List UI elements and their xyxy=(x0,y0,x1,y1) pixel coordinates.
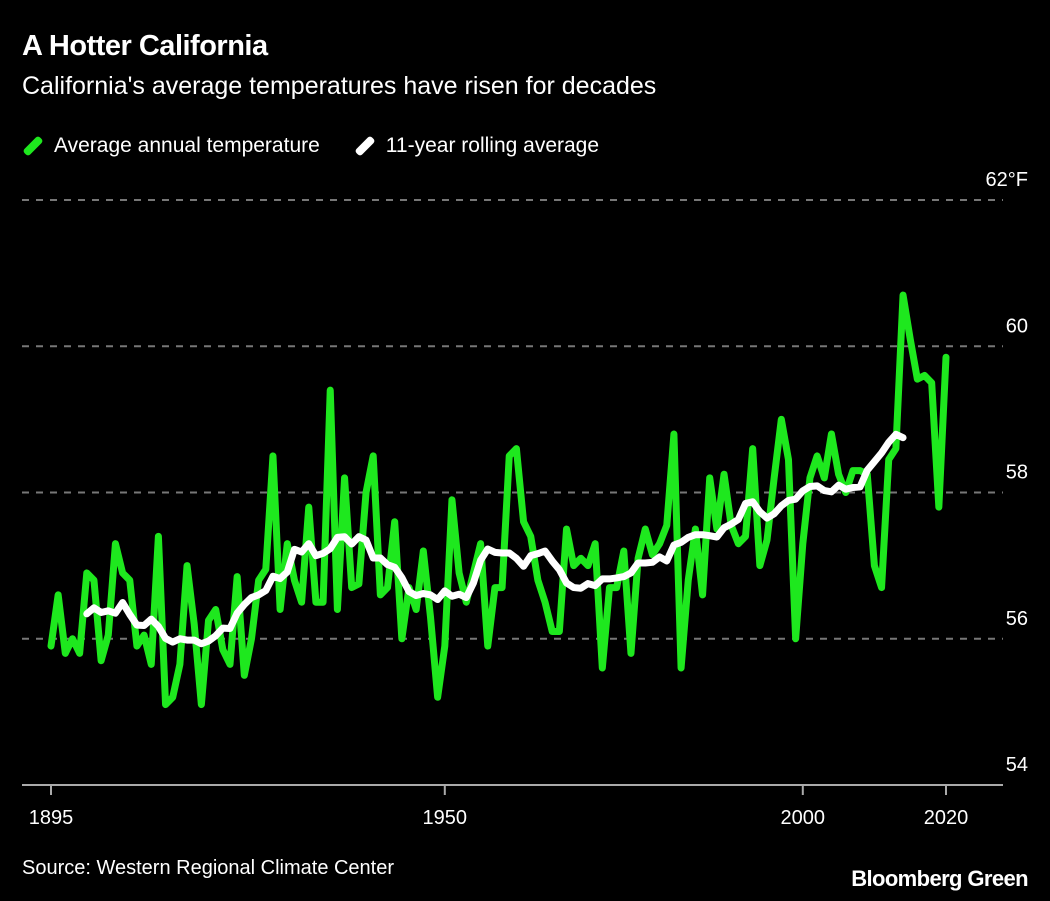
y-tick-label: 60 xyxy=(1006,315,1028,337)
legend-label-rolling: 11-year rolling average xyxy=(385,134,600,157)
brand-logo: Bloomberg Green xyxy=(851,866,1028,891)
y-tick-label: 54 xyxy=(1006,754,1028,776)
annual-temperature-line xyxy=(47,291,950,709)
rolling-average-line xyxy=(83,430,907,648)
x-tick-label: 2000 xyxy=(781,807,826,829)
legend-item-annual: Average annual temperature xyxy=(22,134,320,158)
source-note: Source: Western Regional Climate Center xyxy=(22,857,395,879)
x-tick-label: 1895 xyxy=(29,807,74,829)
chart-subtitle: California's average temperatures have r… xyxy=(22,72,657,100)
legend: Average annual temperature 11-year rolli… xyxy=(22,134,599,158)
legend-label-annual: Average annual temperature xyxy=(54,134,320,157)
y-tick-label: 62°F xyxy=(986,169,1028,191)
x-tick-label: 1950 xyxy=(423,807,468,829)
legend-item-rolling: 11-year rolling average xyxy=(354,134,599,158)
y-tick-label: 58 xyxy=(1006,462,1028,484)
x-tick-label: 2020 xyxy=(924,807,969,829)
chart-title: A Hotter California xyxy=(22,30,268,62)
y-tick-label: 56 xyxy=(1006,608,1028,630)
